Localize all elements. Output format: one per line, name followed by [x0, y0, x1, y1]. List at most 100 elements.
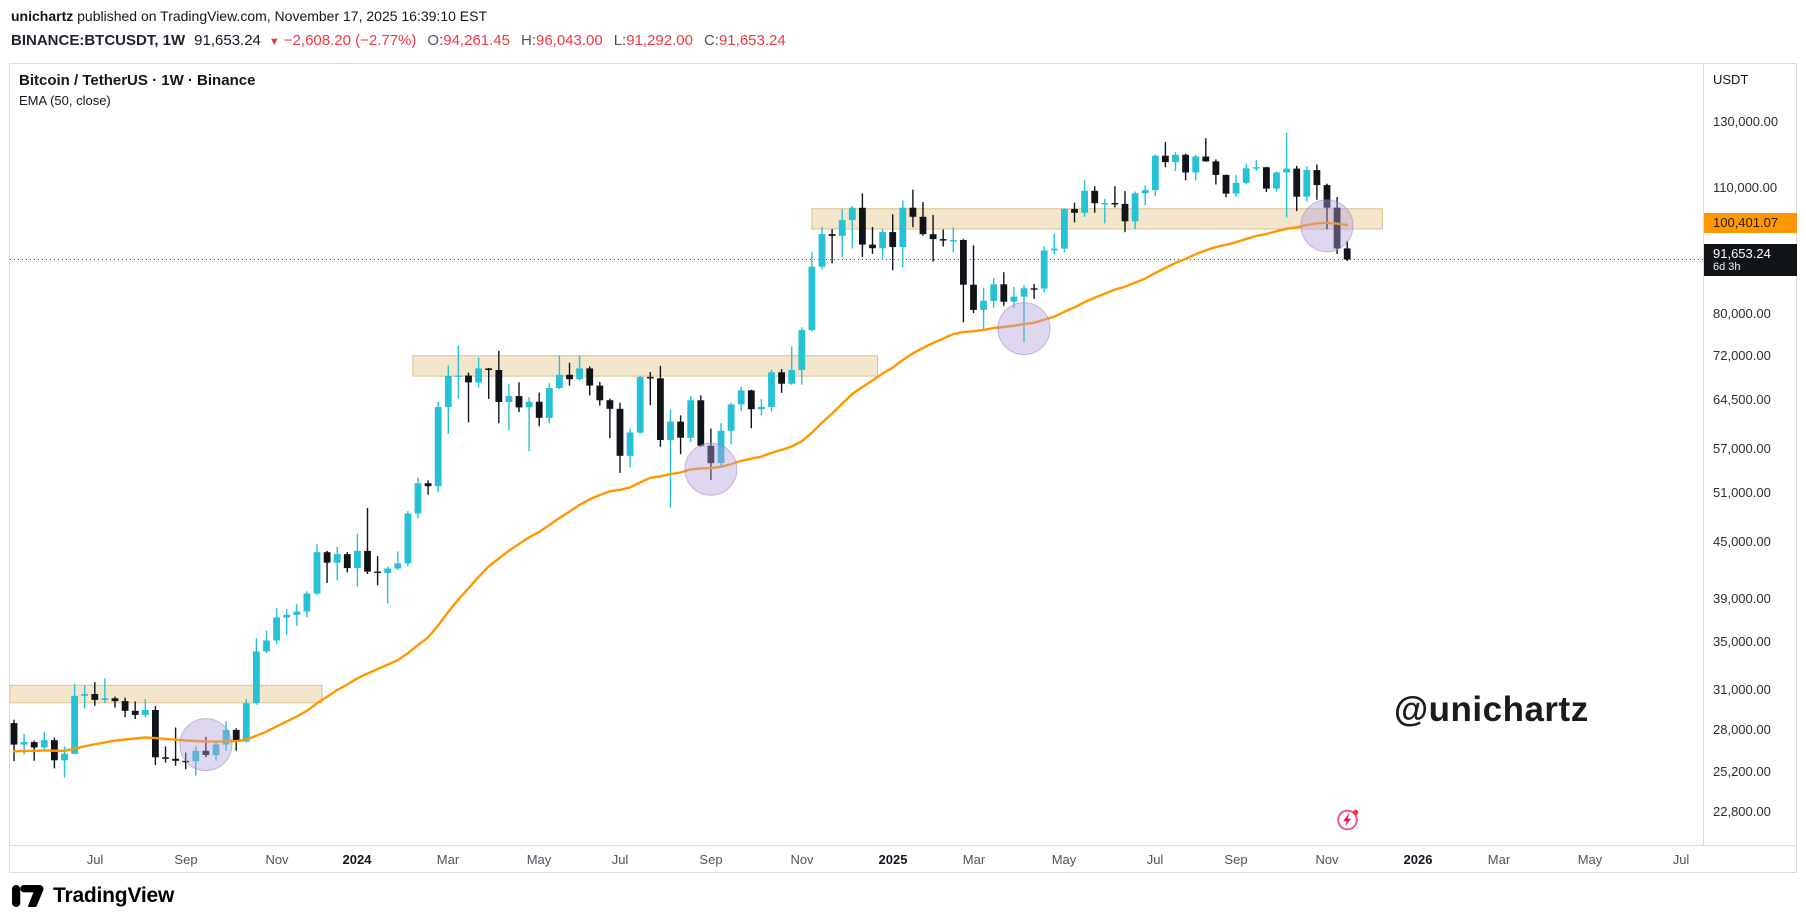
candle-body	[606, 400, 614, 409]
candle-body	[758, 406, 765, 410]
candle-body	[929, 234, 937, 240]
candle-body	[717, 430, 725, 464]
candle-body	[71, 695, 78, 754]
high-value: 96,043.00	[535, 32, 603, 49]
open-label: O:	[427, 32, 444, 49]
candle-body	[1343, 248, 1351, 260]
candle-body	[1151, 155, 1159, 191]
candle-body	[1101, 203, 1109, 205]
low-label: L:	[613, 32, 627, 49]
candle-body	[1111, 203, 1119, 205]
symbol-title: BINANCE:BTCUSDT, 1W	[11, 32, 186, 49]
price-change: −2,608.20 (−2.77%)	[283, 32, 417, 49]
candle-body	[545, 388, 553, 418]
candle-body	[455, 375, 462, 377]
candle-body	[1030, 288, 1038, 290]
candle-body	[263, 640, 270, 652]
tradingview-footer[interactable]: TradingView	[12, 884, 174, 908]
candle-body	[1252, 167, 1260, 169]
candle-body	[232, 729, 240, 742]
candle-body	[687, 400, 695, 438]
time-axis-label: Mar	[436, 852, 460, 867]
candle-body	[414, 483, 422, 514]
time-axis-label: May	[1051, 852, 1077, 867]
candle-body	[121, 701, 129, 711]
candle-body	[1020, 288, 1028, 297]
time-axis-label: 2025	[878, 852, 908, 867]
chart-plot-area[interactable]: @unichartz Bitcoin / TetherUS · 1W · Bin…	[10, 64, 1703, 846]
time-axis-label: Jul	[611, 852, 629, 867]
candle-body	[1222, 174, 1230, 194]
price-tick-label: 22,800.00	[1713, 804, 1771, 819]
time-axis-label: Nov	[1315, 852, 1339, 867]
candle-body	[303, 593, 311, 612]
candle-body	[949, 240, 957, 242]
candle-body	[333, 554, 341, 563]
high-label: H:	[520, 32, 536, 49]
candle-body	[879, 232, 886, 249]
price-axis[interactable]: USDT 130,000.00 110,000.00 80,000.00 72,000…	[1703, 64, 1797, 845]
candle-body	[990, 284, 998, 301]
time-axis-label: Sep	[1224, 852, 1248, 867]
publish-line: unichartz published on TradingView.com, …	[11, 8, 487, 24]
candle-body	[697, 400, 705, 446]
price-tick-label: 80,000.00	[1713, 306, 1771, 321]
candle-body	[596, 385, 604, 401]
indicator-label[interactable]: EMA (50, close)	[19, 93, 111, 108]
price-tick-label: 28,000.00	[1713, 722, 1771, 737]
candle-body	[1202, 156, 1210, 162]
candle-body	[1000, 284, 1008, 302]
candle-body	[1182, 154, 1189, 173]
candle-body	[1263, 167, 1270, 189]
candle-body	[586, 368, 594, 386]
candle-body	[1212, 161, 1220, 175]
time-axis-label: 2026	[1403, 852, 1433, 867]
candle-body	[1162, 155, 1169, 163]
tradingview-logo-icon	[12, 885, 44, 907]
candle-body	[374, 571, 381, 573]
candle-body	[273, 617, 280, 641]
bar-countdown: 6d 3h	[1713, 261, 1741, 273]
candle-body	[1131, 193, 1139, 222]
time-axis-label: May	[1577, 852, 1603, 867]
price-tick-label: 25,200.00	[1713, 764, 1771, 779]
chart-legend: Bitcoin / TetherUS · 1W · Binance EMA (5…	[19, 72, 255, 108]
candle-body	[343, 554, 351, 569]
candle-body	[566, 374, 573, 380]
ema-value-badge: 100,401.07	[1704, 213, 1797, 233]
candle-body	[535, 401, 543, 418]
price-tick-label: 51,000.00	[1713, 485, 1771, 500]
candle-body	[354, 550, 361, 569]
price-down-triangle-icon: ▼	[268, 36, 280, 48]
candle-body	[838, 220, 846, 236]
candle-body	[81, 694, 89, 696]
close-label: C:	[703, 32, 719, 49]
candle-body	[20, 742, 28, 745]
candle-body	[646, 376, 654, 379]
time-axis[interactable]: Jul Sep Nov 2024 Mar May Jul Sep Nov 2025 Mar May Ju…	[10, 845, 1796, 872]
events-icon[interactable]	[1336, 808, 1360, 832]
candle-body	[1313, 170, 1321, 186]
candle-body	[788, 370, 796, 384]
candle-body	[1232, 182, 1240, 194]
last-price-text: 91,653.24	[194, 32, 261, 49]
watermark: @unichartz	[1394, 690, 1589, 729]
candle-body	[747, 390, 755, 410]
price-tick-label: 110,000.00	[1713, 180, 1778, 195]
candle-body	[919, 216, 927, 235]
candle-body	[616, 408, 624, 456]
candle-body	[1010, 296, 1018, 302]
publisher-name: unichartz	[11, 8, 74, 24]
candle-body	[657, 378, 664, 440]
quote-bar: BINANCE:BTCUSDT, 1W 91,653.24 ▼ −2,608.20 (…	[11, 32, 786, 49]
candle-body	[465, 375, 472, 383]
candle-body	[434, 407, 442, 487]
candle-body	[808, 266, 816, 331]
candle-body	[40, 740, 48, 748]
price-chart[interactable]	[10, 64, 1703, 846]
price-tick-label: 57,000.00	[1713, 441, 1771, 456]
candle-body	[556, 374, 563, 388]
supply-demand-zone	[10, 684, 323, 704]
chart-panel: @unichartz Bitcoin / TetherUS · 1W · Bin…	[9, 63, 1797, 873]
candle-body	[960, 240, 967, 285]
